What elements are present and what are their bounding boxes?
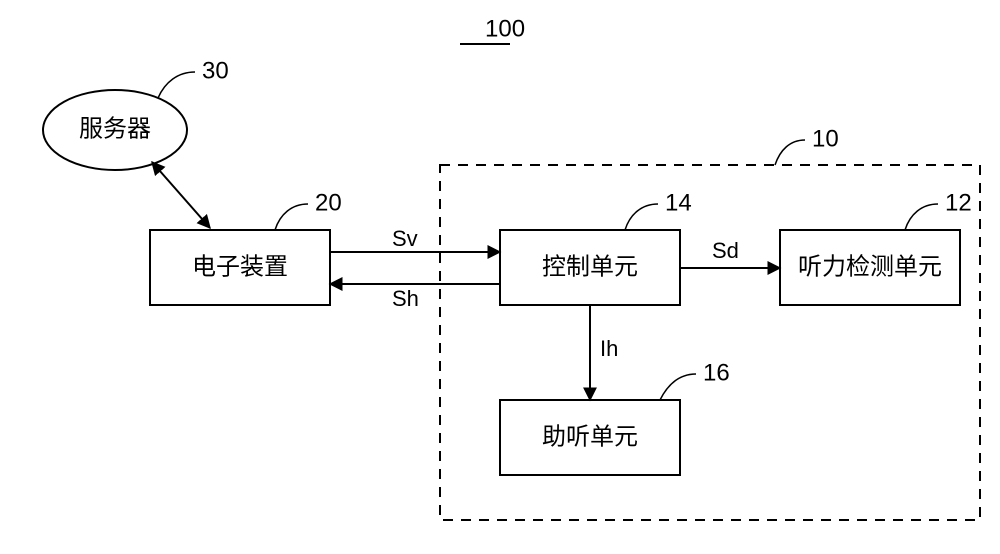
leader-12 [905,204,938,230]
leader-10 [775,140,805,165]
aid-label: 助听单元 [542,423,638,450]
diagram-canvas: 100 10 服务器 30 电子装置 20 控制单元 14 听力检测单元 12 … [0,0,1000,554]
edge-sd-label: Sd [712,238,739,263]
leader-30 [158,72,195,98]
group-id: 10 [812,125,839,152]
edge-ih-label: Ih [600,336,618,361]
leader-16 [660,374,696,400]
server-label: 服务器 [79,115,151,142]
device-id: 20 [315,189,342,216]
edge-server-device [152,162,210,228]
control-id: 14 [665,189,692,216]
device-label: 电子装置 [192,253,288,280]
control-label: 控制单元 [542,253,638,280]
leader-20 [275,204,308,230]
edge-sv-label: Sv [392,226,418,251]
detect-label: 听力检测单元 [798,253,942,280]
leader-14 [625,204,658,230]
server-id: 30 [202,57,229,84]
figure-title: 100 [485,15,525,42]
edge-sh-label: Sh [392,286,419,311]
aid-id: 16 [703,359,730,386]
detect-id: 12 [945,189,972,216]
